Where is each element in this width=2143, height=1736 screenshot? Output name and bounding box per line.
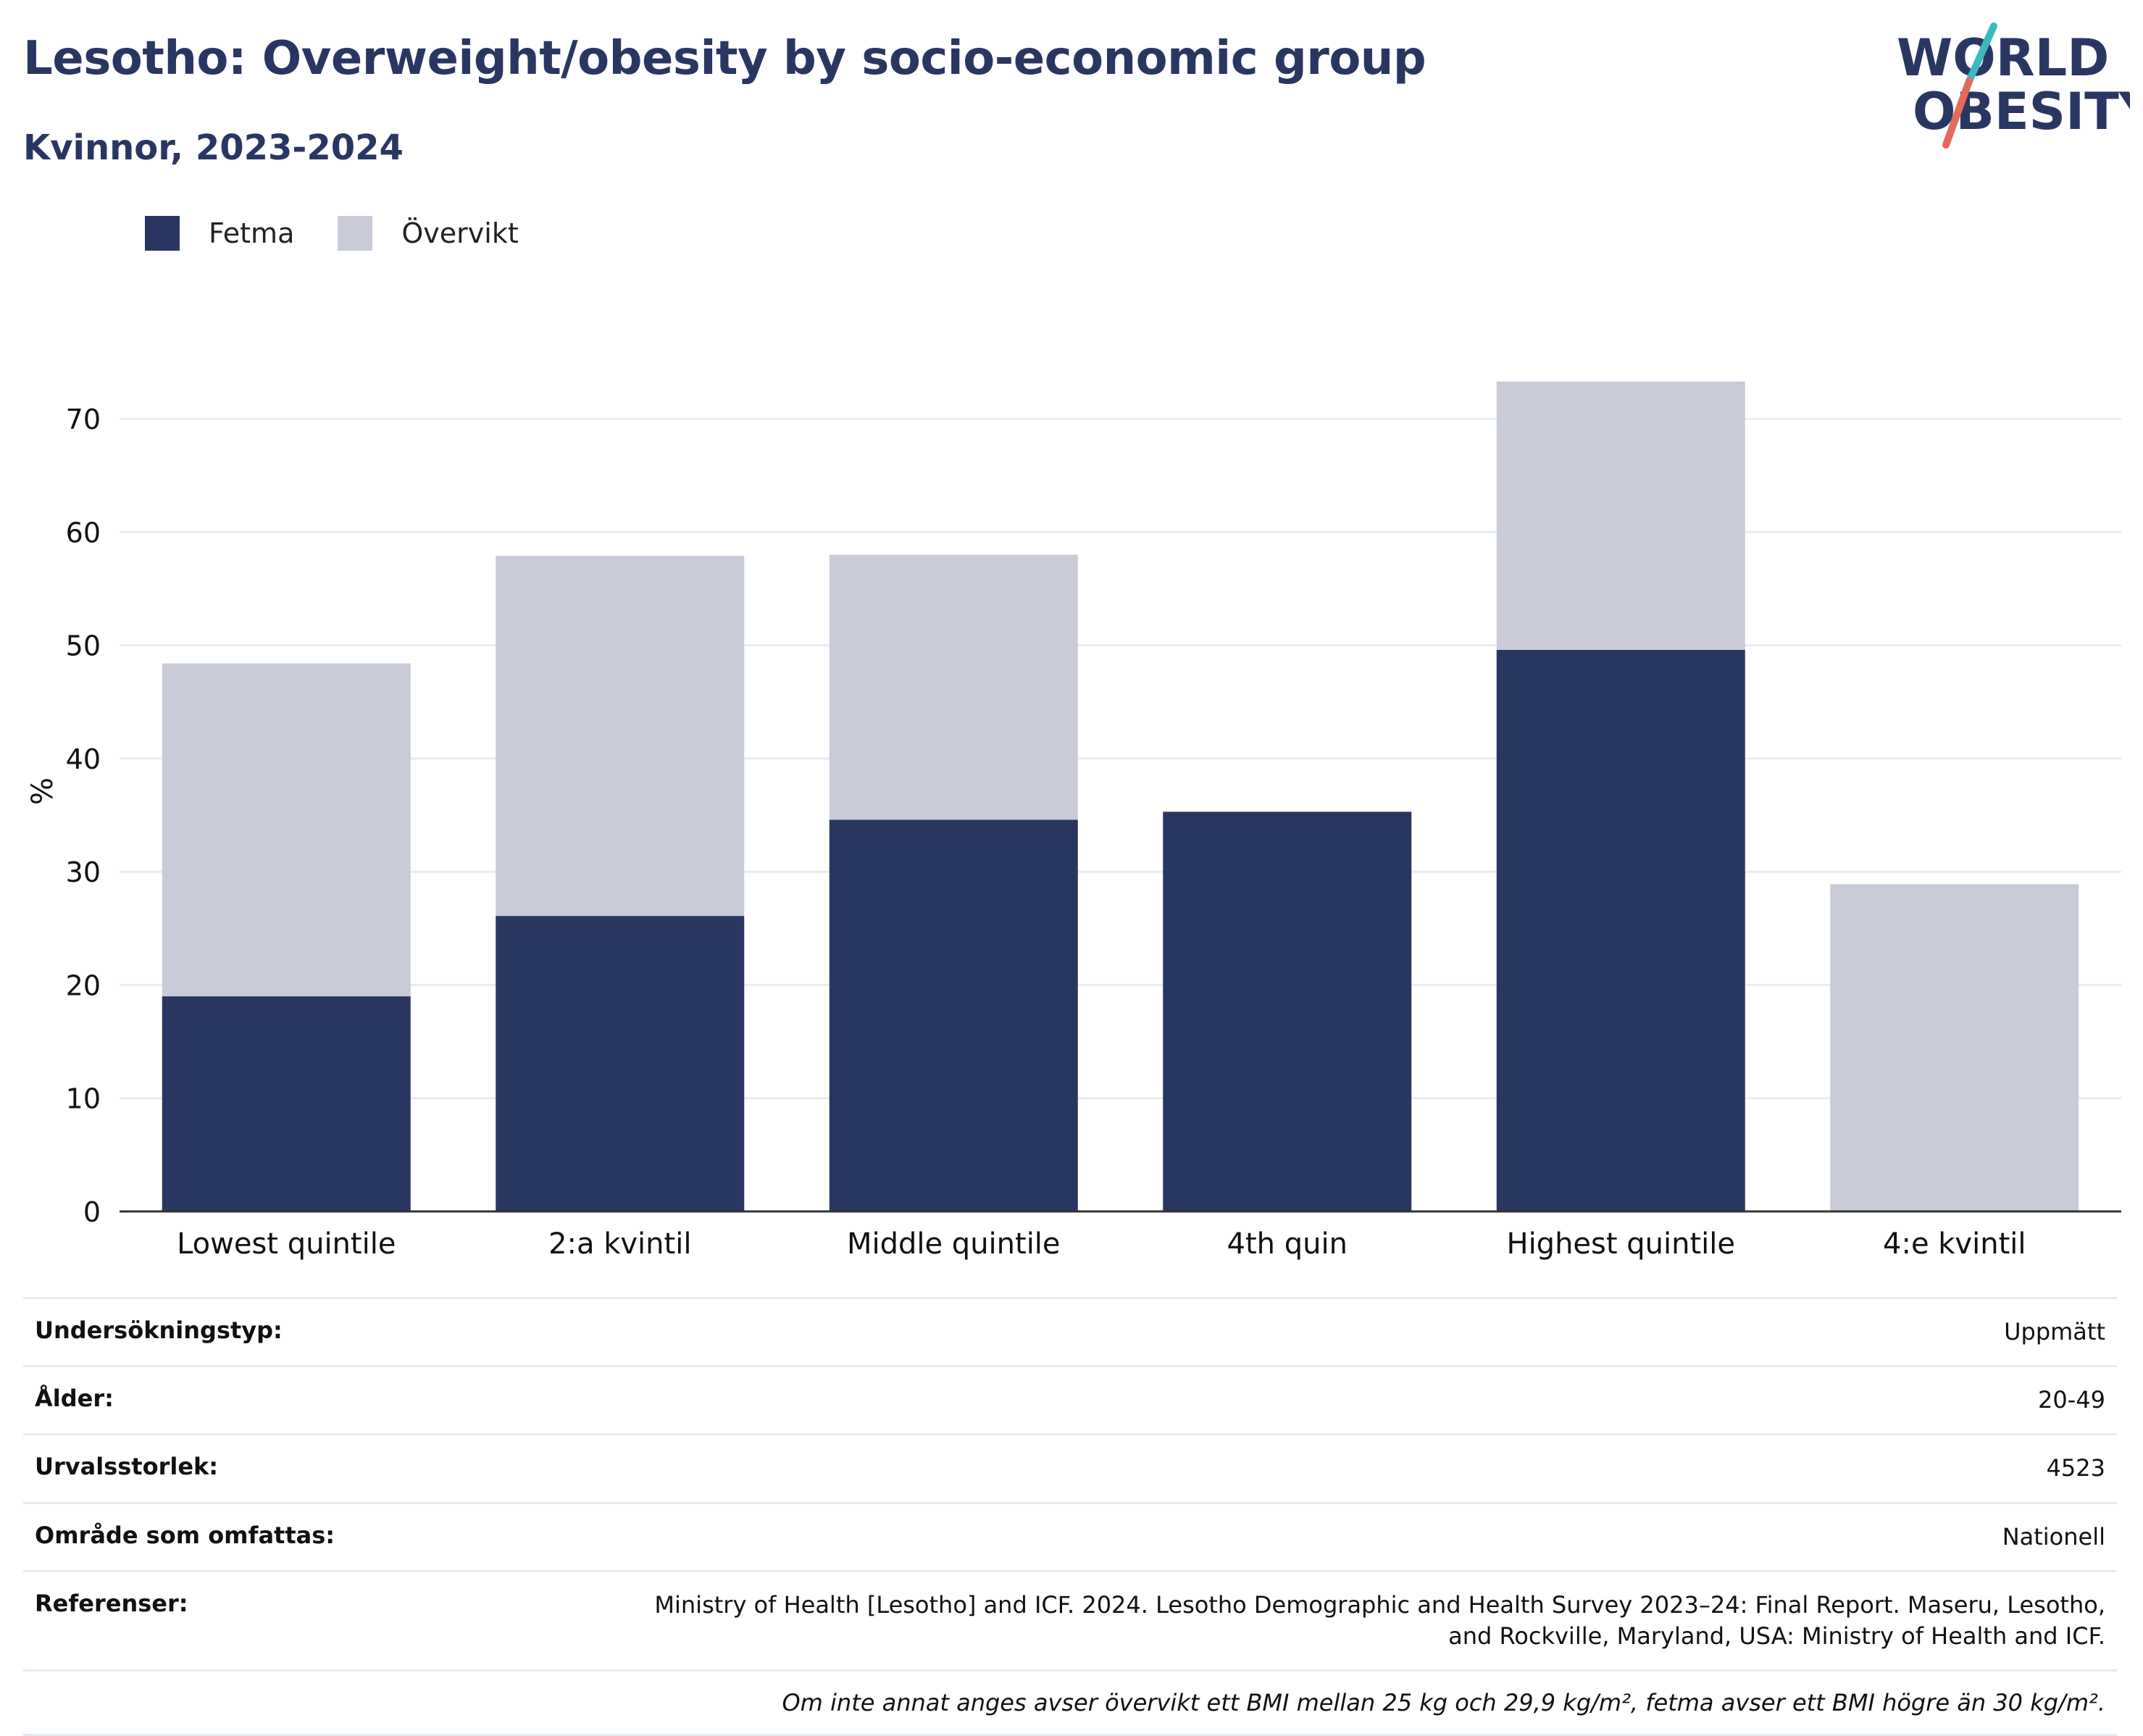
y-tick-label: 30 (66, 856, 101, 888)
bar-fetma (829, 819, 1078, 1211)
bar-overvikt (829, 554, 1078, 820)
x-tick-label: Highest quintile (1506, 1227, 1735, 1261)
bar-fetma (1496, 649, 1745, 1211)
info-key: Område som omfattas: (35, 1521, 335, 1549)
bar-overvikt (496, 556, 745, 917)
y-tick-label: 0 (83, 1196, 101, 1228)
y-axis-label: % (26, 777, 59, 805)
y-tick-label: 20 (66, 969, 101, 1001)
world-obesity-logo: WORLD OBESITY (1897, 22, 2130, 149)
bar-overvikt (162, 663, 411, 997)
y-tick-label: 10 (66, 1083, 101, 1115)
footnote-row: Om inte annat anges avser övervikt ett B… (23, 1669, 2117, 1736)
grid-layer (120, 417, 2121, 1100)
legend-label-fetma: Fetma (209, 217, 295, 249)
logo-word-1: WORLD (1897, 28, 2109, 88)
bar-fetma (496, 916, 745, 1211)
bar-layer (162, 381, 2079, 1211)
info-row-references: Referenser: Ministry of Health [Lesotho]… (23, 1569, 2117, 1669)
info-value: Uppmätt (2004, 1318, 2105, 1345)
bar-chart: 0 10 20 30 40 50 60 70 Lowest quintile 2:a kvinti… (26, 381, 2121, 1261)
y-tick-label: 60 (66, 517, 101, 548)
bar-fetma (1163, 811, 1412, 1211)
legend-item-overvikt[interactable]: Övervikt (338, 216, 519, 251)
info-value: Ministry of Health [Lesotho] and ICF. 20… (654, 1590, 2105, 1650)
info-row-survey-type: Undersökningstyp: Uppmätt (23, 1297, 2117, 1365)
info-value: 20-49 (2038, 1386, 2105, 1414)
x-tick-label: 4th quin (1227, 1227, 1348, 1261)
chart-legend: Fetma Övervikt (145, 216, 562, 251)
x-tick-label: Lowest quintile (177, 1227, 396, 1261)
info-row-sample-size: Urvalsstorlek: 4523 (23, 1433, 2117, 1501)
info-key: Urvalsstorlek: (35, 1453, 219, 1481)
chart-subtitle: Kvinnor, 2023-2024 (23, 128, 404, 168)
legend-label-overvikt: Övervikt (401, 217, 519, 249)
info-value: 4523 (2046, 1454, 2105, 1482)
legend-swatch-overvikt (338, 216, 373, 251)
info-value: Nationell (2002, 1522, 2105, 1551)
info-key: Referenser: (35, 1589, 188, 1617)
legend-swatch-fetma (145, 216, 180, 251)
info-row-age: Ålder: 20-49 (23, 1365, 2117, 1433)
info-key: Ålder: (35, 1385, 114, 1413)
chart-title: Lesotho: Overweight/obesity by socio-eco… (23, 32, 1426, 85)
x-tick-label: Middle quintile (847, 1227, 1061, 1261)
survey-info-table: Undersökningstyp: Uppmätt Ålder: 20-49 U… (23, 1297, 2117, 1736)
bar-overvikt (1830, 884, 2079, 1211)
x-tick-label: 2:a kvintil (548, 1227, 691, 1261)
y-tick-label: 40 (66, 743, 101, 775)
legend-item-fetma[interactable]: Fetma (145, 216, 294, 251)
bar-overvikt (1496, 381, 1745, 650)
logo-slash-coral (1942, 78, 1973, 149)
x-tick-label: 4:e kvintil (1883, 1227, 2026, 1261)
y-tick-label: 50 (66, 630, 101, 662)
axis-layer: 0 10 20 30 40 50 60 70 Lowest quintile 2:a kvinti… (66, 404, 2121, 1261)
info-row-coverage: Område som omfattas: Nationell (23, 1501, 2117, 1570)
y-tick-label: 70 (66, 404, 101, 435)
bar-fetma (162, 996, 411, 1211)
logo-slash-teal (1966, 22, 1997, 85)
bmi-footnote: Om inte annat anges avser övervikt ett B… (782, 1689, 2105, 1717)
info-key: Undersökningstyp: (35, 1316, 283, 1344)
